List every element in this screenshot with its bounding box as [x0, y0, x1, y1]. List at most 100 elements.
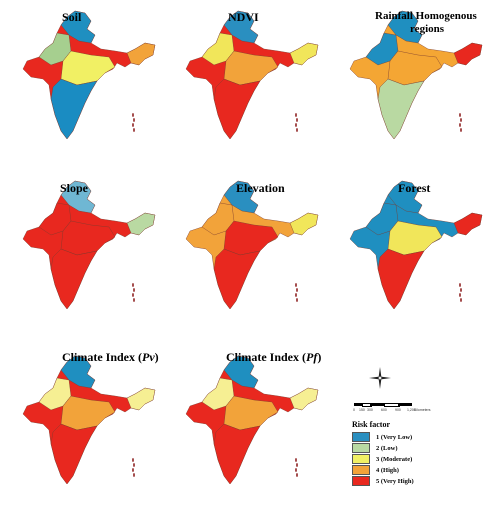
map-region-south: [213, 78, 261, 140]
island-mark: [132, 113, 134, 117]
island-mark: [460, 128, 462, 132]
legend-item: 1 (Very Low): [352, 432, 492, 442]
panel-title-climate-pv-var: Pv: [142, 350, 155, 364]
panel-title-climate-pf-var: Pf: [306, 350, 318, 364]
map-region-south: [377, 78, 425, 140]
map-panel-soil: [5, 5, 165, 155]
map-climate-pf: [185, 355, 319, 485]
map-elevation: [185, 180, 319, 310]
map-panel-climate-pv: [5, 345, 165, 505]
scale-tick-1200: 1,200: [407, 408, 416, 412]
island-mark: [296, 128, 298, 132]
map-region-northeast: [126, 42, 156, 66]
island-mark: [296, 288, 298, 292]
legend-swatch: [352, 432, 370, 442]
island-mark: [459, 113, 461, 117]
legend-item: 5 (Very High): [352, 476, 492, 486]
map-region-north: [387, 180, 423, 214]
map-forest: [349, 180, 483, 310]
legend-swatch: [352, 454, 370, 464]
panel-title-rainfall-line1: Rainfall Homogenous: [375, 10, 477, 22]
risk-factor-legend: Risk factor 1 (Very Low) 2 (Low) 3 (Mode…: [352, 420, 492, 487]
map-panel-rainfall: [332, 5, 492, 155]
map-slope: [22, 180, 156, 310]
map-region-northeast: [453, 212, 483, 236]
legend-item: 4 (High): [352, 465, 492, 475]
map-region-northeast: [289, 212, 319, 236]
island-mark: [460, 288, 462, 292]
map-region-north: [60, 180, 96, 214]
scale-unit: Kilometers: [414, 408, 431, 412]
island-mark: [295, 123, 297, 127]
legend-label: 4 (High): [376, 466, 399, 474]
legend-item: 2 (Low): [352, 443, 492, 453]
map-region-north: [387, 10, 423, 44]
map-panel-elevation: [168, 175, 328, 325]
island-mark: [295, 458, 297, 462]
island-mark: [132, 123, 134, 127]
panel-title-climate-pf-end: ): [317, 350, 322, 364]
map-rainfall: [349, 10, 483, 140]
panel-title-climate-pv-main: Climate Index (: [62, 350, 142, 364]
map-region-northeast: [289, 387, 319, 411]
legend-label: 2 (Low): [376, 444, 398, 452]
map-panel-slope: [5, 175, 165, 325]
legend-swatch: [352, 476, 370, 486]
island-mark: [296, 463, 298, 467]
scale-tick-150: 150: [359, 408, 365, 412]
island-mark: [132, 293, 134, 297]
legend-label: 3 (Moderate): [376, 455, 413, 463]
panel-title-ndvi: NDVI: [228, 10, 259, 24]
legend-label: 5 (Very High): [376, 477, 414, 485]
island-mark: [460, 298, 462, 302]
legend-label: 1 (Very Low): [376, 433, 413, 441]
scale-tick-0: 0: [353, 408, 355, 412]
legend-title: Risk factor: [352, 420, 390, 429]
island-mark: [296, 298, 298, 302]
map-panel-forest: [332, 175, 492, 325]
island-mark: [459, 293, 461, 297]
island-mark: [133, 288, 135, 292]
island-mark: [133, 118, 135, 122]
map-region-south: [213, 248, 261, 310]
panel-title-climate-pf-main: Climate Index (: [226, 350, 306, 364]
scale-tick-300: 300: [367, 408, 373, 412]
map-region-north: [223, 10, 259, 44]
island-mark: [295, 468, 297, 472]
map-region-north: [223, 355, 259, 389]
legend-swatch: [352, 443, 370, 453]
panel-title-slope: Slope: [60, 181, 89, 195]
island-mark: [459, 283, 461, 287]
panel-title-rainfall-line2: regions: [410, 23, 445, 35]
island-mark: [132, 283, 134, 287]
island-mark: [295, 283, 297, 287]
map-region-south: [377, 248, 425, 310]
map-region-south: [50, 423, 98, 485]
scale-tick-900: 900: [395, 408, 401, 412]
panel-title-climate-pv-end: ): [154, 350, 159, 364]
panel-title-climate-pv: Climate Index (Pv): [62, 350, 159, 365]
legend-item: 3 (Moderate): [352, 454, 492, 464]
map-region-northeast: [126, 212, 156, 236]
panel-title-forest: Forest: [398, 181, 431, 195]
scale-bar: 0 150 300 600 900 1,200 Kilometers: [350, 400, 440, 414]
map-region-north: [60, 10, 96, 44]
panel-title-elevation: Elevation: [236, 181, 285, 195]
island-mark: [296, 118, 298, 122]
legend-swatch: [352, 465, 370, 475]
island-mark: [132, 468, 134, 472]
island-mark: [295, 113, 297, 117]
map-region-northeast: [126, 387, 156, 411]
island-mark: [133, 128, 135, 132]
map-climate-pv: [22, 355, 156, 485]
map-region-northeast: [453, 42, 483, 66]
island-mark: [460, 118, 462, 122]
island-mark: [133, 463, 135, 467]
island-mark: [132, 458, 134, 462]
map-soil: [22, 10, 156, 140]
scale-tick-600: 600: [381, 408, 387, 412]
map-region-north: [60, 355, 96, 389]
island-mark: [459, 123, 461, 127]
north-arrow-icon: [369, 367, 391, 389]
map-region-south: [213, 423, 261, 485]
